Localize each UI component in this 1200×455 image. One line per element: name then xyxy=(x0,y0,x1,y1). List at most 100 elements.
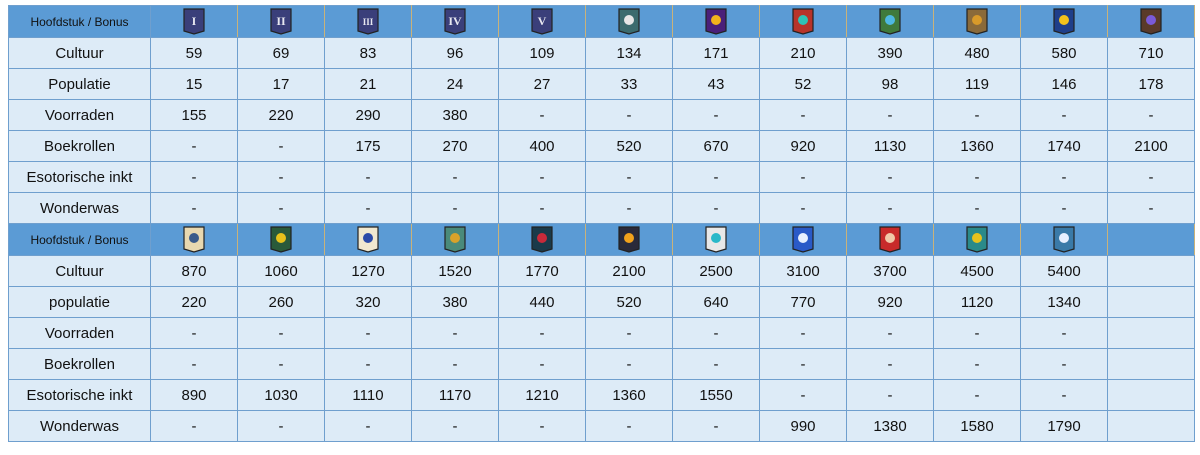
svg-text:II: II xyxy=(276,14,286,28)
value-cell: 69 xyxy=(237,37,325,69)
value-cell: - xyxy=(237,192,325,224)
value-cell: - xyxy=(933,161,1021,193)
value-cell: 480 xyxy=(933,37,1021,69)
value-cell: 1520 xyxy=(411,255,499,287)
chapter-16-icon xyxy=(412,226,498,253)
value-cell: 96 xyxy=(411,37,499,69)
value-cell: 1380 xyxy=(846,410,934,442)
header-cell xyxy=(324,223,412,256)
value-cell: - xyxy=(585,348,673,380)
header-cell xyxy=(1107,223,1195,256)
value-cell: 320 xyxy=(324,286,412,318)
value-cell: - xyxy=(498,348,586,380)
value-cell: 2100 xyxy=(1107,130,1195,162)
table-row: Voorraden - - - - - - - - - - - xyxy=(8,317,1195,349)
value-cell: 171 xyxy=(672,37,760,69)
value-cell: 380 xyxy=(411,99,499,131)
chapter-1-icon: I xyxy=(151,8,237,35)
chapter-22-icon xyxy=(934,226,1020,253)
value-cell: - xyxy=(498,317,586,349)
chapter-bonus-table: Hoofdstuk / Bonus I II III IV V Cultuur 59 69 83 9… xyxy=(8,5,1195,442)
chapter-5-icon: V xyxy=(499,8,585,35)
value-cell: 1770 xyxy=(498,255,586,287)
value-cell: - xyxy=(498,410,586,442)
value-cell: - xyxy=(1020,348,1108,380)
header-row: Hoofdstuk / Bonus I II III IV V xyxy=(8,5,1195,38)
value-cell: - xyxy=(150,348,238,380)
value-cell: - xyxy=(672,192,760,224)
table-row: Voorraden 155 220 290 380- - - - - - - - xyxy=(8,99,1195,131)
value-cell: 710 xyxy=(1107,37,1195,69)
value-cell: - xyxy=(411,410,499,442)
value-cell: 27 xyxy=(498,68,586,100)
value-cell: 4500 xyxy=(933,255,1021,287)
value-cell: 1550 xyxy=(672,379,760,411)
value-cell: - xyxy=(759,379,847,411)
value-cell: - xyxy=(411,161,499,193)
value-cell: 1110 xyxy=(324,379,412,411)
value-cell: 1170 xyxy=(411,379,499,411)
value-cell: - xyxy=(846,348,934,380)
header-cell xyxy=(1107,5,1195,38)
table-row: Wonderwas - - - - - - -990 1380 1580 1790 xyxy=(8,410,1195,442)
row-label: Wonderwas xyxy=(8,192,151,224)
row-label: Esotorische inkt xyxy=(8,379,151,411)
value-cell xyxy=(1107,286,1195,318)
value-cell: - xyxy=(585,317,673,349)
value-cell: 43 xyxy=(672,68,760,100)
row-label: Cultuur xyxy=(8,255,151,287)
value-cell: - xyxy=(237,348,325,380)
value-cell: - xyxy=(933,192,1021,224)
chapter-2-icon: II xyxy=(238,8,324,35)
value-cell: 520 xyxy=(585,286,673,318)
value-cell: 146 xyxy=(1020,68,1108,100)
chapter-15-icon xyxy=(325,226,411,253)
header-cell xyxy=(237,223,325,256)
value-cell: 1340 xyxy=(1020,286,1108,318)
value-cell: 670 xyxy=(672,130,760,162)
table-row: Esotorische inkt - - - - - - - - - - - - xyxy=(8,161,1195,193)
header-cell xyxy=(498,223,586,256)
chapter-18-icon xyxy=(586,226,672,253)
chapter-6-icon xyxy=(586,8,672,35)
value-cell: - xyxy=(324,348,412,380)
header-cell xyxy=(1020,5,1108,38)
value-cell: - xyxy=(150,317,238,349)
value-cell: 119 xyxy=(933,68,1021,100)
value-cell: 2100 xyxy=(585,255,673,287)
value-cell: - xyxy=(933,379,1021,411)
header-cell xyxy=(933,223,1021,256)
value-cell: 270 xyxy=(411,130,499,162)
chapter-14-icon xyxy=(238,226,324,253)
value-cell: 2500 xyxy=(672,255,760,287)
value-cell: 440 xyxy=(498,286,586,318)
value-cell: 210 xyxy=(759,37,847,69)
value-cell: 1740 xyxy=(1020,130,1108,162)
value-cell: - xyxy=(585,192,673,224)
value-cell: - xyxy=(1107,99,1195,131)
header-cell: II xyxy=(237,5,325,38)
header-cell xyxy=(759,223,847,256)
value-cell: 1360 xyxy=(933,130,1021,162)
header-cell xyxy=(585,5,673,38)
value-cell: - xyxy=(585,161,673,193)
value-cell: - xyxy=(324,317,412,349)
header-label: Hoofdstuk / Bonus xyxy=(8,223,151,256)
value-cell: 1130 xyxy=(846,130,934,162)
value-cell: 33 xyxy=(585,68,673,100)
header-label: Hoofdstuk / Bonus xyxy=(8,5,151,38)
row-label: Voorraden xyxy=(8,99,151,131)
chapter-10-icon xyxy=(934,8,1020,35)
value-cell: 400 xyxy=(498,130,586,162)
value-cell: - xyxy=(411,317,499,349)
value-cell: - xyxy=(237,161,325,193)
value-cell: - xyxy=(324,410,412,442)
value-cell: 260 xyxy=(237,286,325,318)
row-label: Populatie xyxy=(8,68,151,100)
value-cell: - xyxy=(933,317,1021,349)
chapter-21-icon xyxy=(847,226,933,253)
value-cell: 220 xyxy=(237,99,325,131)
value-cell: 3100 xyxy=(759,255,847,287)
header-cell xyxy=(846,223,934,256)
value-cell: - xyxy=(759,317,847,349)
